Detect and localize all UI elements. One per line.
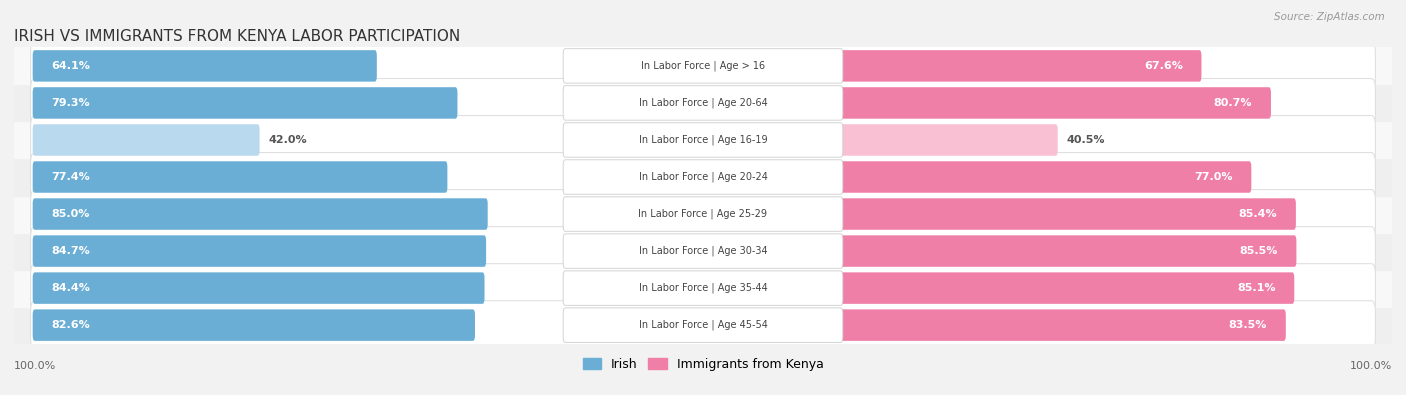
FancyBboxPatch shape <box>839 87 1271 118</box>
Text: 42.0%: 42.0% <box>269 135 307 145</box>
FancyBboxPatch shape <box>564 308 842 342</box>
FancyBboxPatch shape <box>31 301 1375 350</box>
Text: 100.0%: 100.0% <box>1350 361 1392 371</box>
Text: In Labor Force | Age 45-54: In Labor Force | Age 45-54 <box>638 320 768 330</box>
Text: 84.4%: 84.4% <box>51 283 90 293</box>
FancyBboxPatch shape <box>839 235 1296 267</box>
Bar <box>14 158 1392 196</box>
Text: 80.7%: 80.7% <box>1213 98 1253 108</box>
Bar <box>14 47 1392 85</box>
FancyBboxPatch shape <box>32 198 488 230</box>
Text: 84.7%: 84.7% <box>51 246 90 256</box>
Bar <box>14 196 1392 233</box>
Bar <box>14 121 1392 158</box>
Text: 82.6%: 82.6% <box>51 320 90 330</box>
Text: In Labor Force | Age > 16: In Labor Force | Age > 16 <box>641 61 765 71</box>
Text: 77.0%: 77.0% <box>1194 172 1233 182</box>
Text: In Labor Force | Age 25-29: In Labor Force | Age 25-29 <box>638 209 768 219</box>
Legend: Irish, Immigrants from Kenya: Irish, Immigrants from Kenya <box>578 353 828 376</box>
FancyBboxPatch shape <box>32 273 485 304</box>
FancyBboxPatch shape <box>31 152 1375 201</box>
Text: 85.0%: 85.0% <box>51 209 90 219</box>
FancyBboxPatch shape <box>31 115 1375 164</box>
Text: 83.5%: 83.5% <box>1229 320 1267 330</box>
FancyBboxPatch shape <box>564 160 842 194</box>
Text: Source: ZipAtlas.com: Source: ZipAtlas.com <box>1274 12 1385 22</box>
Text: 85.4%: 85.4% <box>1239 209 1277 219</box>
FancyBboxPatch shape <box>839 161 1251 193</box>
FancyBboxPatch shape <box>31 227 1375 276</box>
Text: 67.6%: 67.6% <box>1144 61 1182 71</box>
Text: In Labor Force | Age 30-34: In Labor Force | Age 30-34 <box>638 246 768 256</box>
Text: 85.1%: 85.1% <box>1237 283 1275 293</box>
Text: In Labor Force | Age 20-24: In Labor Force | Age 20-24 <box>638 172 768 182</box>
FancyBboxPatch shape <box>564 234 842 268</box>
FancyBboxPatch shape <box>32 50 377 82</box>
FancyBboxPatch shape <box>32 87 457 118</box>
FancyBboxPatch shape <box>839 124 1057 156</box>
Text: 40.5%: 40.5% <box>1067 135 1105 145</box>
Text: In Labor Force | Age 20-64: In Labor Force | Age 20-64 <box>638 98 768 108</box>
Bar <box>14 233 1392 269</box>
FancyBboxPatch shape <box>839 198 1296 230</box>
Text: 77.4%: 77.4% <box>51 172 90 182</box>
FancyBboxPatch shape <box>839 273 1295 304</box>
Text: 85.5%: 85.5% <box>1240 246 1278 256</box>
Text: 64.1%: 64.1% <box>51 61 90 71</box>
FancyBboxPatch shape <box>839 50 1202 82</box>
FancyBboxPatch shape <box>32 235 486 267</box>
FancyBboxPatch shape <box>32 124 260 156</box>
FancyBboxPatch shape <box>32 309 475 341</box>
FancyBboxPatch shape <box>31 264 1375 312</box>
FancyBboxPatch shape <box>564 49 842 83</box>
Text: In Labor Force | Age 35-44: In Labor Force | Age 35-44 <box>638 283 768 293</box>
FancyBboxPatch shape <box>31 41 1375 90</box>
FancyBboxPatch shape <box>31 190 1375 239</box>
Bar <box>14 269 1392 307</box>
Bar <box>14 85 1392 121</box>
Text: 79.3%: 79.3% <box>51 98 90 108</box>
Text: In Labor Force | Age 16-19: In Labor Force | Age 16-19 <box>638 135 768 145</box>
FancyBboxPatch shape <box>564 197 842 231</box>
FancyBboxPatch shape <box>32 161 447 193</box>
FancyBboxPatch shape <box>564 123 842 157</box>
Text: 100.0%: 100.0% <box>14 361 56 371</box>
FancyBboxPatch shape <box>839 309 1286 341</box>
Bar <box>14 307 1392 344</box>
FancyBboxPatch shape <box>564 86 842 120</box>
Text: IRISH VS IMMIGRANTS FROM KENYA LABOR PARTICIPATION: IRISH VS IMMIGRANTS FROM KENYA LABOR PAR… <box>14 30 460 44</box>
FancyBboxPatch shape <box>564 271 842 305</box>
FancyBboxPatch shape <box>31 79 1375 127</box>
